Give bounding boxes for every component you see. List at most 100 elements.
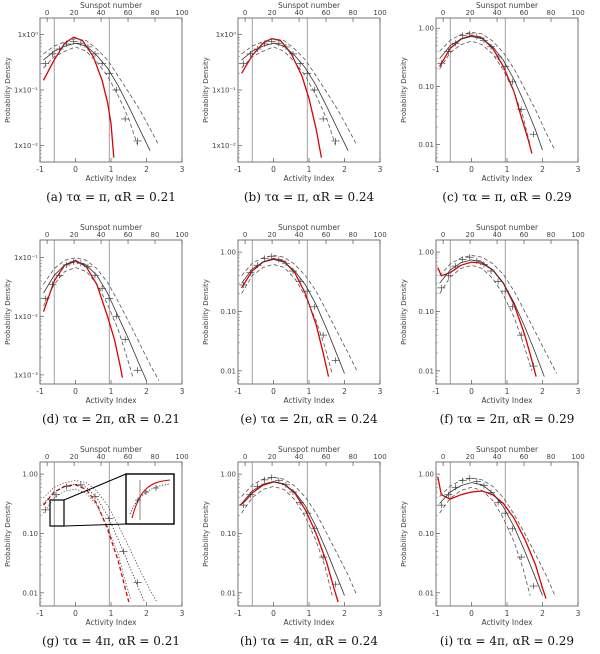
x-tick-label: 3 bbox=[576, 387, 581, 396]
top-tick-label: 60 bbox=[520, 231, 529, 239]
chart-i: -1 0 1 2 3 0 20 40 60 80 100 1.00 0.10 0.01 Activity I… bbox=[400, 445, 585, 648]
top-tick-label: 100 bbox=[571, 453, 584, 461]
chart-d: -1 0 1 2 3 0 20 40 60 80 100 1x10⁻¹ 1x10⁻² 1x10⁻³ Acti… bbox=[4, 223, 189, 426]
y-tick-label: 1x10⁻¹ bbox=[14, 254, 38, 262]
x-tick-label: 2 bbox=[540, 165, 545, 174]
top-tick-label: 60 bbox=[322, 9, 331, 17]
x-tick-label: -1 bbox=[234, 609, 242, 618]
y-axis-label: Probability Density bbox=[202, 501, 210, 567]
series-lower bbox=[241, 263, 333, 374]
y-tick-label: 0.10 bbox=[220, 308, 236, 316]
chart-a: -1 0 1 2 3 0 20 40 60 80 100 1x10⁰ 1x10⁻¹ 1x10⁻² Activ… bbox=[4, 1, 189, 204]
top-tick-label: 0 bbox=[243, 453, 247, 461]
top-tick-label: 60 bbox=[322, 453, 331, 461]
y-tick-label: 1x10⁻¹ bbox=[212, 87, 236, 95]
top-tick-label: 60 bbox=[322, 231, 331, 239]
x-tick-label: 1 bbox=[505, 609, 510, 618]
y-tick-label: 0.01 bbox=[220, 367, 236, 375]
x-tick-label: -1 bbox=[432, 609, 440, 618]
y-tick-label: 0.01 bbox=[220, 589, 236, 597]
top-tick-label: 20 bbox=[268, 9, 277, 17]
top-axis-label: Sunspot number bbox=[476, 1, 539, 10]
series-upper bbox=[241, 254, 358, 371]
x-tick-label: 2 bbox=[342, 609, 347, 618]
top-tick-label: 100 bbox=[373, 231, 386, 239]
series-lower bbox=[439, 486, 531, 596]
top-tick-label: 40 bbox=[493, 9, 502, 17]
chart-f: -1 0 1 2 3 0 20 40 60 80 100 1.00 0.10 0.01 Activity I… bbox=[400, 223, 585, 426]
x-tick-label: 0 bbox=[469, 609, 474, 618]
series-lower bbox=[43, 267, 134, 378]
x-tick-label: 3 bbox=[576, 165, 581, 174]
x-axis-label: Activity Index bbox=[283, 618, 335, 627]
plot-frame bbox=[435, 461, 579, 607]
y-tick-label: 1.00 bbox=[418, 25, 434, 33]
y-axis-label: Probability Density bbox=[4, 57, 12, 123]
top-tick-label: 60 bbox=[520, 9, 529, 17]
y-tick-label: 1x10⁻² bbox=[14, 313, 38, 321]
top-tick-label: 0 bbox=[441, 9, 445, 17]
series-observed bbox=[43, 261, 147, 381]
top-axis-label: Sunspot number bbox=[80, 223, 143, 232]
top-tick-label: 60 bbox=[124, 453, 133, 461]
panel-caption: (f) τα = 2π, αR = 0.29 bbox=[440, 412, 575, 426]
y-tick-label: 0.01 bbox=[418, 589, 434, 597]
series-model bbox=[439, 34, 533, 154]
plot-frame bbox=[435, 239, 579, 385]
chart-e: -1 0 1 2 3 0 20 40 60 80 100 1.00 0.10 0.01 Activity I… bbox=[202, 223, 387, 426]
top-tick-label: 20 bbox=[466, 9, 475, 17]
series-lower bbox=[439, 40, 531, 145]
y-tick-label: 1.00 bbox=[418, 471, 434, 479]
plot-frame bbox=[237, 17, 381, 163]
x-tick-label: 0 bbox=[469, 387, 474, 396]
top-tick-label: 20 bbox=[70, 453, 79, 461]
x-tick-label: 2 bbox=[144, 165, 149, 174]
top-tick-label: 0 bbox=[45, 453, 49, 461]
series-model bbox=[241, 257, 330, 377]
top-tick-label: 100 bbox=[571, 231, 584, 239]
x-tick-label: 0 bbox=[73, 165, 78, 174]
x-axis-label: Activity Index bbox=[481, 396, 533, 405]
x-tick-label: -1 bbox=[36, 387, 44, 396]
x-tick-label: 0 bbox=[73, 387, 78, 396]
x-tick-label: 1 bbox=[307, 165, 312, 174]
x-tick-label: 1 bbox=[109, 609, 114, 618]
x-tick-label: 0 bbox=[73, 609, 78, 618]
y-axis-label: Probability Density bbox=[4, 279, 12, 345]
series-upper bbox=[439, 254, 558, 374]
y-tick-label: 1x10⁰ bbox=[216, 31, 237, 39]
inset-connector bbox=[63, 473, 127, 501]
series-lower bbox=[241, 485, 333, 596]
y-tick-label: 1x10⁰ bbox=[18, 31, 39, 39]
top-tick-label: 100 bbox=[373, 453, 386, 461]
y-tick-label: 1.00 bbox=[220, 249, 236, 257]
x-axis-label: Activity Index bbox=[283, 174, 335, 183]
y-axis-label: Probability Density bbox=[202, 279, 210, 345]
x-tick-label: 3 bbox=[180, 165, 185, 174]
top-tick-label: 40 bbox=[97, 231, 106, 239]
series-lower bbox=[43, 488, 131, 599]
inset-frame bbox=[125, 473, 175, 525]
top-tick-label: 40 bbox=[493, 231, 502, 239]
top-axis-label: Sunspot number bbox=[476, 223, 539, 232]
top-tick-label: 0 bbox=[441, 231, 445, 239]
y-tick-label: 1x10⁻³ bbox=[14, 371, 38, 379]
chart-b: -1 0 1 2 3 0 20 40 60 80 100 1x10⁰ 1x10⁻¹ 1x10⁻² Activ… bbox=[202, 1, 387, 204]
y-tick-label: 0.10 bbox=[418, 530, 434, 538]
chart-h: -1 0 1 2 3 0 20 40 60 80 100 1.00 0.10 0.01 Activity I… bbox=[202, 445, 387, 648]
series-lower bbox=[43, 46, 138, 146]
y-axis-label: Probability Density bbox=[4, 501, 12, 567]
top-tick-label: 60 bbox=[124, 231, 133, 239]
series-model bbox=[42, 259, 124, 378]
y-tick-label: 1x10⁻² bbox=[14, 142, 38, 150]
plot-frame bbox=[39, 17, 183, 163]
top-tick-label: 40 bbox=[295, 9, 304, 17]
x-tick-label: 2 bbox=[342, 387, 347, 396]
top-tick-label: 0 bbox=[45, 231, 49, 239]
panel-caption: (c) τα = π, αR = 0.29 bbox=[442, 190, 571, 204]
series-model bbox=[239, 481, 339, 603]
series-observed bbox=[439, 259, 545, 377]
panel-caption: (b) τα = π, αR = 0.24 bbox=[244, 190, 375, 204]
x-tick-label: 1 bbox=[109, 387, 114, 396]
y-tick-label: 0.10 bbox=[220, 530, 236, 538]
